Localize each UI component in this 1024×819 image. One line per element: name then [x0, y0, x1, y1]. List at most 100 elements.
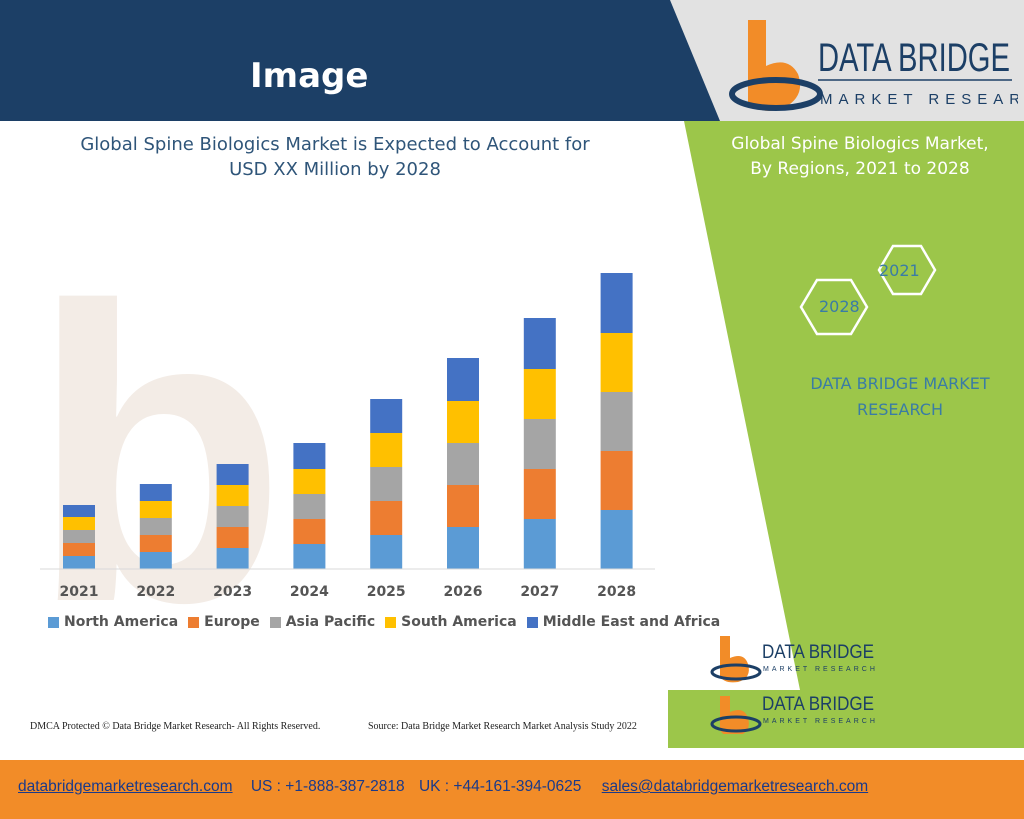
- small-logo-swoosh-icon: [710, 663, 762, 681]
- bar-segment: [447, 443, 479, 485]
- bar-segment: [63, 517, 95, 530]
- bar-segment: [370, 501, 403, 535]
- small-logo-cropped: DATA BRIDGE MARKET RESEARCH: [710, 694, 875, 734]
- chart-title-line: Global Spine Biologics Market is Expecte…: [80, 134, 590, 155]
- bar-segment: [63, 543, 95, 556]
- bar-segment: [523, 469, 556, 519]
- bar-segment: [447, 485, 479, 527]
- page-title: Image: [250, 56, 369, 96]
- legend-item-europe: Europe: [188, 614, 260, 630]
- legend-item-middle-east-africa: Middle East and Africa: [526, 614, 720, 630]
- website-link[interactable]: databridgemarketresearch.com: [18, 778, 233, 795]
- chart-title-line: USD XX Million by 2028: [229, 159, 441, 180]
- bar-segment: [600, 273, 633, 333]
- x-tick-label: 2027: [520, 584, 559, 600]
- bar-segment: [523, 318, 556, 369]
- bar-segment: [293, 494, 326, 519]
- hexagon-bottom-label: 2028: [819, 297, 860, 316]
- bar-segment: [600, 510, 633, 569]
- small-logo-b-icon: [720, 696, 749, 734]
- chart-legend: North America Europe Asia Pacific South …: [48, 614, 730, 630]
- x-tick-label: 2023: [213, 584, 252, 600]
- legend-label: South America: [401, 614, 517, 630]
- logo-main-text: DATA BRIDGE: [818, 36, 1010, 80]
- chart-title: Global Spine Biologics Market is Expecte…: [60, 132, 610, 182]
- bar-segment: [216, 527, 249, 548]
- small-logo-main-text: DATA BRIDGE: [762, 694, 874, 715]
- us-phone: US : +1-888-387-2818: [250, 778, 405, 795]
- bar-segment: [600, 333, 633, 392]
- green-panel: [668, 121, 1024, 748]
- bar-segment: [447, 527, 479, 569]
- legend-label: Asia Pacific: [285, 614, 376, 630]
- watermark-letter: b: [30, 221, 287, 690]
- uk-phone: UK : +44-161-394-0625: [418, 778, 582, 795]
- bar-segment: [370, 467, 403, 501]
- right-title-line: Global Spine Biologics Market,: [731, 134, 989, 154]
- copyright-note: DMCA Protected © Data Bridge Market Rese…: [30, 721, 321, 732]
- x-tick-label: 2025: [367, 584, 406, 600]
- bar-segment: [600, 451, 633, 510]
- bar-segment: [447, 358, 479, 401]
- right-panel-title: Global Spine Biologics Market, By Region…: [700, 132, 1020, 182]
- x-tick-label: 2021: [60, 584, 99, 600]
- x-tick-label: 2026: [444, 584, 483, 600]
- legend-label: North America: [64, 614, 179, 630]
- small-logo-swoosh-icon: [710, 715, 762, 733]
- logo-swoosh-icon: [729, 77, 823, 111]
- bar-segment: [63, 556, 95, 569]
- x-tick-labels: 2021 2022 2023 2024 2025 2026 2027 2028: [60, 584, 637, 600]
- small-logo-main-text: DATA BRIDGE: [762, 642, 874, 663]
- chart-bars: [63, 273, 633, 569]
- bar-segment: [139, 552, 172, 569]
- hexagon-top-label: 2021: [879, 261, 920, 280]
- right-title-line: By Regions, 2021 to 2028: [750, 159, 970, 179]
- bar-segment: [447, 401, 479, 443]
- source-note: Source: Data Bridge Market Research Mark…: [368, 721, 637, 732]
- bar-segment: [216, 464, 249, 485]
- x-tick-label: 2028: [597, 584, 636, 600]
- legend-item-asia-pacific: Asia Pacific: [269, 614, 376, 630]
- legend-swatch: [526, 616, 538, 628]
- bar-segment: [216, 485, 249, 506]
- bar-segment: [293, 443, 326, 469]
- header-bar: [0, 0, 720, 121]
- bar-segment: [293, 544, 326, 569]
- bar-segment: [63, 505, 95, 517]
- bar-segment: [293, 469, 326, 494]
- bar-segment: [216, 548, 249, 569]
- bar-segment: [523, 369, 556, 419]
- bar-segment: [63, 530, 95, 543]
- right-brand-line: DATA BRIDGE MARKET: [810, 374, 990, 393]
- small-logo-b-icon: [720, 636, 749, 683]
- bar-segment: [523, 419, 556, 469]
- bar-segment: [139, 484, 172, 501]
- x-tick-label: 2024: [290, 584, 329, 600]
- legend-swatch: [269, 616, 281, 628]
- legend-item-south-america: South America: [385, 614, 517, 630]
- footer-bar: [0, 760, 1024, 819]
- bar-segment: [139, 501, 172, 518]
- hexagon-2021: [877, 244, 937, 296]
- bar-segment: [600, 392, 633, 451]
- bar-segment: [139, 535, 172, 552]
- bar-segment: [139, 518, 172, 535]
- bar-segment: [293, 519, 326, 544]
- hexagon-badges: [799, 244, 937, 336]
- x-tick-label: 2022: [136, 584, 175, 600]
- legend-swatch: [188, 616, 200, 628]
- email-link[interactable]: sales@databridgemarketresearch.com: [601, 778, 869, 795]
- legend-item-north-america: North America: [48, 614, 178, 630]
- bar-segment: [523, 519, 556, 569]
- hexagon-2028: [799, 278, 869, 336]
- right-brand-line: RESEARCH: [857, 400, 943, 419]
- footer-contact-row: databridgemarketresearch.com US : +1-888…: [18, 778, 868, 796]
- bar-segment: [370, 433, 403, 467]
- bar-segment: [370, 399, 403, 433]
- logo-sub-text: MARKET RESEARCH: [820, 91, 1018, 108]
- right-brand-text: DATA BRIDGE MARKET RESEARCH: [790, 371, 1010, 423]
- company-logo: DATA BRIDGE MARKET RESEARCH: [729, 20, 1018, 111]
- small-logo-sub-text: MARKET RESEARCH: [763, 666, 878, 673]
- bar-segment: [216, 506, 249, 527]
